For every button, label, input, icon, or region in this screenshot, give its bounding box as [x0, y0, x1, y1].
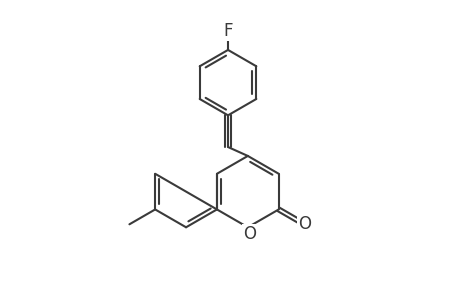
Text: F: F: [223, 22, 232, 40]
Text: O: O: [243, 225, 256, 243]
Text: O: O: [297, 215, 310, 233]
